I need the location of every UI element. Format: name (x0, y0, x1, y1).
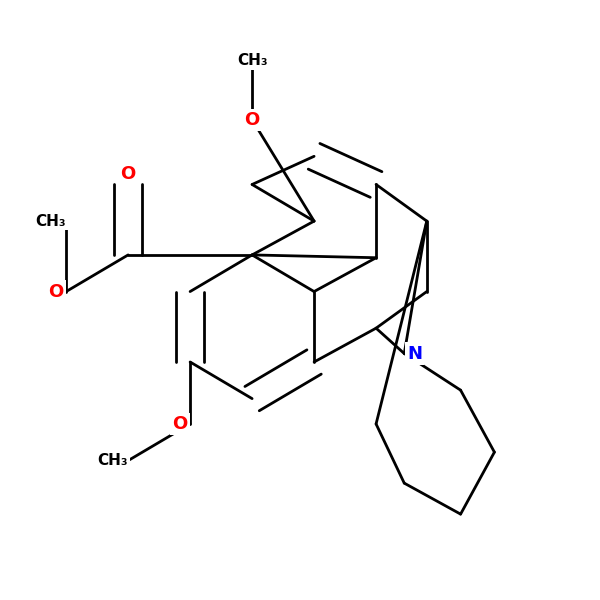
Text: CH₃: CH₃ (237, 53, 268, 68)
Text: CH₃: CH₃ (35, 214, 65, 229)
Text: CH₃: CH₃ (97, 453, 128, 468)
Text: N: N (407, 344, 422, 362)
Text: O: O (244, 110, 260, 128)
Text: O: O (172, 415, 188, 433)
Text: O: O (49, 283, 64, 301)
Text: O: O (121, 166, 136, 184)
